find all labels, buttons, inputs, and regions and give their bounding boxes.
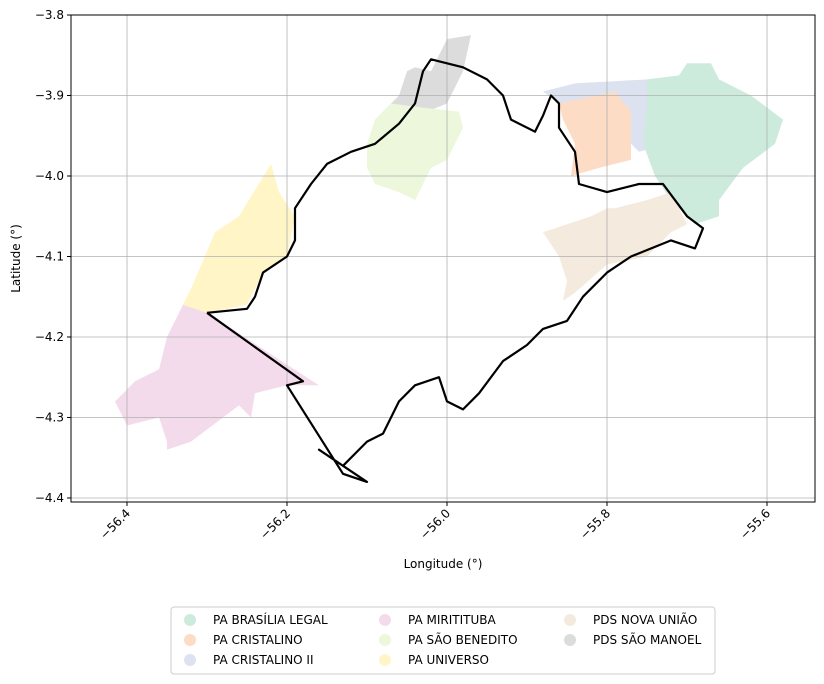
- legend-label: PA SÃO BENEDITO: [408, 632, 518, 647]
- region-pds-nova-uniao: [543, 192, 687, 301]
- legend-item-pa-sao-benedito: PA SÃO BENEDITO: [379, 632, 518, 647]
- legend-marker: [184, 634, 196, 646]
- legend-marker: [379, 654, 391, 666]
- legend-item-pa-universo: PA UNIVERSO: [379, 653, 489, 667]
- x-axis: −56.4 −56.2 −56.0 −55.8 −55.6: [97, 502, 773, 542]
- legend-item-pa-miritituba: PA MIRITITUBA: [379, 613, 496, 627]
- regions-layer: [115, 35, 783, 450]
- region-pa-cristalino: [559, 91, 631, 176]
- legend-marker: [564, 634, 576, 646]
- y-tick-label: −4.1: [35, 249, 64, 263]
- plot-frame: [70, 14, 816, 503]
- y-tick-label: −3.9: [35, 88, 64, 102]
- legend-label: PDS NOVA UNIÃO: [593, 612, 697, 627]
- legend-marker: [379, 634, 391, 646]
- legend-item-pa-cristalino-ii: PA CRISTALINO II: [184, 653, 314, 667]
- legend-frame: [170, 606, 716, 675]
- legend-label: PA MIRITITUBA: [408, 613, 496, 627]
- legend-label: PA CRISTALINO II: [213, 653, 314, 667]
- legend: PA BRASÍLIA LEGAL PA CRISTALINO PA CRISTAL…: [170, 606, 716, 675]
- y-axis: −3.8 −3.9 −4.0 −4.1 −4.2 −4.3 −4.4: [35, 8, 71, 505]
- region-pa-universo: [183, 163, 295, 313]
- grid-layer: [71, 14, 815, 502]
- y-tick-label: −4.2: [35, 330, 64, 344]
- x-tick-label: −56.2: [257, 506, 293, 542]
- legend-item-pds-nova-uniao: PDS NOVA UNIÃO: [564, 612, 697, 627]
- legend-label: PDS SÃO MANOEL: [593, 632, 702, 647]
- y-tick-label: −4.3: [35, 410, 64, 424]
- outline-layer: [206, 58, 705, 483]
- legend-marker: [379, 614, 391, 626]
- municipality-outline: [206, 58, 705, 483]
- legend-label: PA BRASÍLIA LEGAL: [213, 612, 328, 627]
- y-tick-label: −4.4: [35, 491, 64, 505]
- y-tick-label: −4.0: [35, 169, 64, 183]
- legend-label: PA CRISTALINO: [213, 633, 303, 647]
- x-tick-label: −56.4: [97, 506, 133, 542]
- x-tick-label: −56.0: [417, 506, 453, 542]
- legend-marker: [184, 614, 196, 626]
- x-tick-label: −55.8: [577, 506, 613, 542]
- region-pds-sao-manoel: [383, 35, 471, 120]
- y-axis-label: Latitude (°): [9, 224, 23, 293]
- legend-item-pa-brasilia-legal: PA BRASÍLIA LEGAL: [184, 612, 328, 627]
- legend-item-pds-sao-manoel: PDS SÃO MANOEL: [564, 632, 702, 647]
- region-pa-cristalino-ii: [543, 79, 671, 152]
- y-tick-label: −3.8: [35, 8, 64, 22]
- region-pa-miritituba: [115, 304, 319, 450]
- x-axis-label: Longitude (°): [404, 557, 483, 571]
- x-tick-label: −55.6: [737, 506, 773, 542]
- legend-marker: [184, 654, 196, 666]
- legend-label: PA UNIVERSO: [408, 653, 489, 667]
- region-pa-sao-benedito: [367, 103, 463, 201]
- legend-item-pa-cristalino: PA CRISTALINO: [184, 633, 303, 647]
- region-pa-brasilia-legal: [643, 63, 783, 225]
- legend-marker: [564, 614, 576, 626]
